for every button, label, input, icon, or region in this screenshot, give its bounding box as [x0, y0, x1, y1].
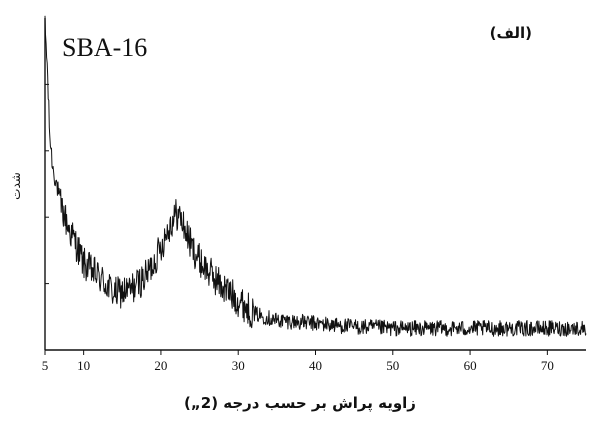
x-tick-label: 40 [309, 358, 322, 373]
ticks-layer: 5 10 20 30 40 50 60 70 [42, 83, 554, 373]
y-axis-title: شدت [9, 172, 23, 200]
x-tick-label: 50 [386, 358, 399, 373]
series-layer [44, 15, 587, 337]
x-tick-label: 60 [464, 358, 477, 373]
axes-layer [44, 18, 586, 351]
x-tick-label: 30 [232, 358, 245, 373]
panel-label: (الف) [490, 24, 532, 42]
x-tick-label: 70 [541, 358, 554, 373]
x-tick-label: 20 [154, 358, 167, 373]
x-tick-label: 5 [42, 358, 49, 373]
x-tick-label: 10 [77, 358, 90, 373]
xrd-series-line [44, 15, 587, 337]
sample-label: SBA-16 [62, 33, 147, 62]
x-axis-title: زاویه پراش بر حسب درجه (2„) [184, 394, 416, 413]
